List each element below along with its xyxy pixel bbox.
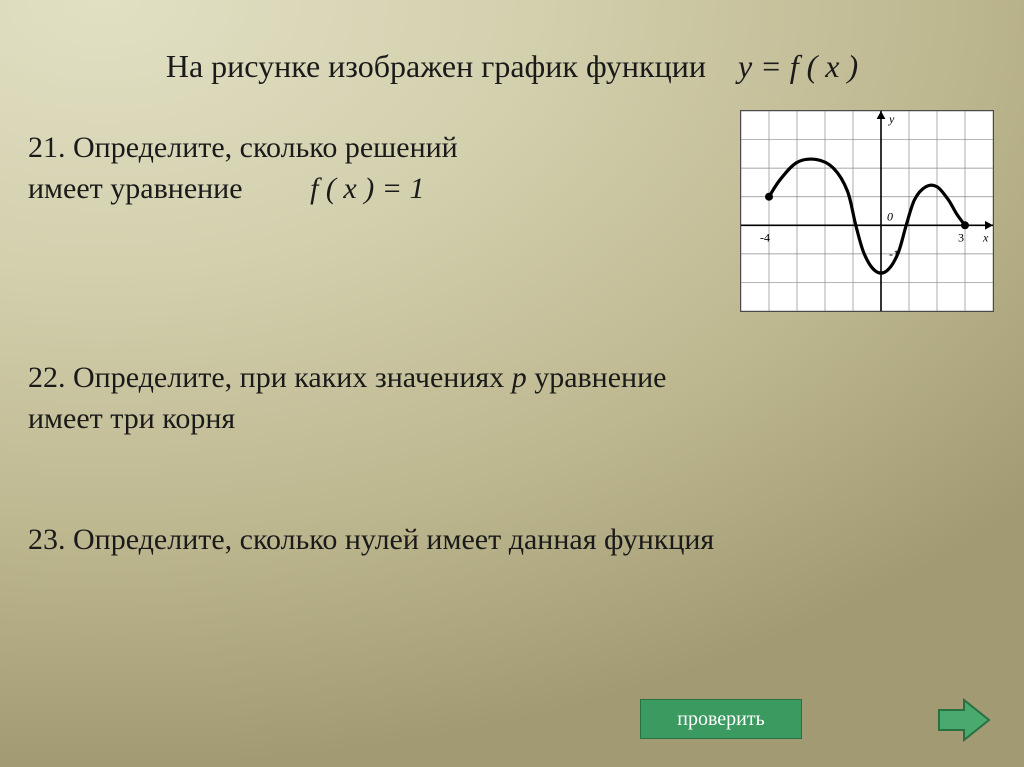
question-23: 23. Определите, сколько нулей имеет данн… bbox=[28, 520, 928, 561]
q21-equation: f ( x ) = 1 bbox=[310, 172, 424, 205]
title-text: На рисунке изображен график функции bbox=[166, 48, 706, 84]
function-graph: 0 x y 3 -4 -1 bbox=[740, 110, 994, 312]
q22-line1-prefix: 22. Определите, при каких значениях bbox=[28, 361, 512, 394]
svg-text:0: 0 bbox=[887, 209, 893, 223]
q22-var: p bbox=[512, 361, 527, 394]
svg-text:3: 3 bbox=[958, 230, 964, 244]
question-22: 22. Определите, при каких значениях p ур… bbox=[28, 358, 898, 439]
svg-text:-4: -4 bbox=[760, 230, 770, 244]
slide: { "title": { "text_prefix": "На рисунке … bbox=[0, 0, 1024, 767]
next-arrow-button[interactable] bbox=[934, 695, 994, 745]
question-21: 21. Определите, сколько решений имеет ур… bbox=[28, 128, 718, 209]
q22-line1-suffix: уравнение bbox=[527, 361, 667, 394]
q21-line1: 21. Определите, сколько решений bbox=[28, 131, 458, 164]
arrow-right-icon bbox=[934, 695, 994, 745]
q23-text: 23. Определите, сколько нулей имеет данн… bbox=[28, 523, 714, 556]
title-formula: y = f ( x ) bbox=[738, 48, 858, 84]
svg-text:x: x bbox=[982, 230, 989, 244]
q22-line2: имеет три корня bbox=[28, 402, 235, 435]
q21-line2-prefix: имеет уравнение bbox=[28, 172, 243, 205]
check-button[interactable]: проверить bbox=[640, 699, 802, 739]
graph-svg: 0 x y 3 -4 -1 bbox=[741, 111, 993, 311]
svg-text:y: y bbox=[888, 112, 895, 126]
check-button-label: проверить bbox=[677, 708, 764, 730]
slide-title: На рисунке изображен график функции y = … bbox=[0, 48, 1024, 85]
svg-text:-1: -1 bbox=[889, 247, 899, 261]
